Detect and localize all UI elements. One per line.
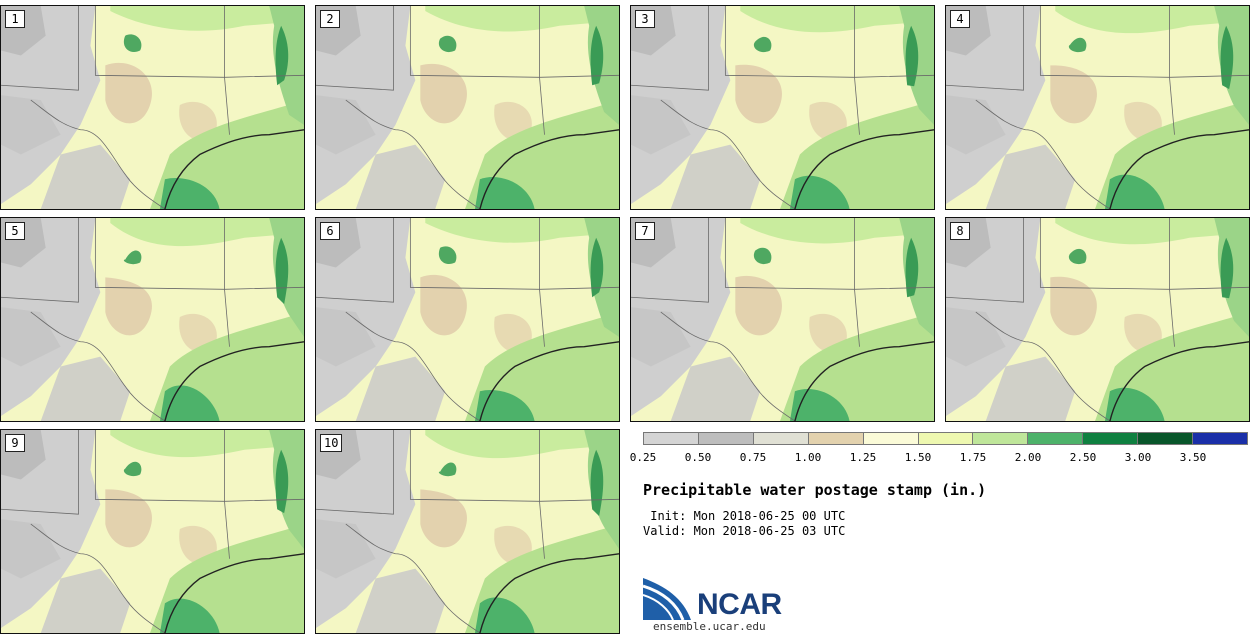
ncar-wordmark: NCAR: [697, 588, 782, 621]
postage-stamp-map: 2: [315, 5, 620, 210]
colorbar-segment: [973, 432, 1029, 445]
colorbar-tick-label: 1.50: [904, 451, 932, 464]
member-number-label: 1: [5, 10, 25, 28]
colorbar-segment: [698, 432, 754, 445]
colorbar-tick-label: 0.75: [739, 451, 767, 464]
colorbar-segment: [753, 432, 809, 445]
postage-stamp-map: 3: [630, 5, 935, 210]
postage-stamp-map: 4: [945, 5, 1250, 210]
colorbar-segment: [808, 432, 864, 445]
website-url[interactable]: ensemble.ucar.edu: [653, 620, 766, 633]
postage-stamp-map: 6: [315, 217, 620, 422]
postage-stamp-map: 5: [0, 217, 305, 422]
colorbar-tick-label: 1.25: [849, 451, 877, 464]
postage-stamp-map: 1: [0, 5, 305, 210]
colorbar-segment: [863, 432, 919, 445]
valid-time: Valid: Mon 2018-06-25 03 UTC: [643, 524, 846, 538]
member-number-label: 2: [320, 10, 340, 28]
member-number-label: 10: [320, 434, 343, 452]
member-number-label: 8: [950, 222, 970, 240]
postage-stamp-map: 9: [0, 429, 305, 634]
colorbar-segment: [918, 432, 974, 445]
colorbar: [643, 432, 1248, 445]
ncar-logo-icon: [643, 578, 691, 620]
colorbar-tick-label: 2.50: [1069, 451, 1097, 464]
member-number-label: 4: [950, 10, 970, 28]
member-number-label: 9: [5, 434, 25, 452]
colorbar-tick-label: 3.00: [1124, 451, 1152, 464]
member-number-label: 5: [5, 222, 25, 240]
colorbar-segment: [1028, 432, 1084, 445]
colorbar-tick-label: 1.00: [794, 451, 822, 464]
init-time: Init: Mon 2018-06-25 00 UTC: [643, 509, 846, 523]
colorbar-tick-label: 3.50: [1179, 451, 1207, 464]
member-number-label: 7: [635, 222, 655, 240]
colorbar-tick-label: 0.50: [684, 451, 712, 464]
colorbar-tick-label: 2.00: [1014, 451, 1042, 464]
member-number-label: 6: [320, 222, 340, 240]
postage-stamp-map: 7: [630, 217, 935, 422]
colorbar-tick-label: 0.25: [629, 451, 657, 464]
chart-title: Precipitable water postage stamp (in.): [643, 481, 987, 499]
colorbar-tick-label: 1.75: [959, 451, 987, 464]
colorbar-segment: [1083, 432, 1139, 445]
member-number-label: 3: [635, 10, 655, 28]
colorbar-segment: [1138, 432, 1194, 445]
colorbar-segment: [1193, 432, 1248, 445]
colorbar-segment: [643, 432, 699, 445]
postage-stamp-map: 10: [315, 429, 620, 634]
postage-stamp-map: 8: [945, 217, 1250, 422]
